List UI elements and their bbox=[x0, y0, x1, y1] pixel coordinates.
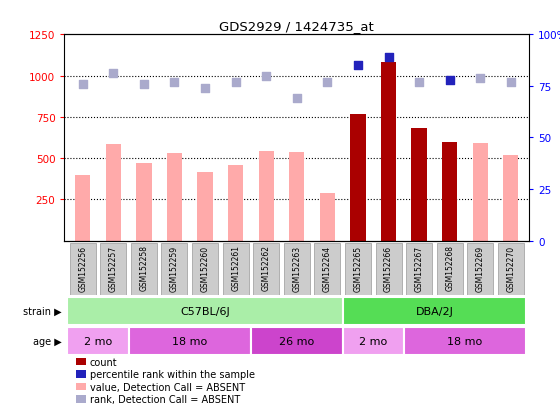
Text: GSM152265: GSM152265 bbox=[353, 245, 362, 291]
Bar bbox=[345, 243, 371, 295]
Text: 2 mo: 2 mo bbox=[359, 336, 388, 346]
Point bbox=[170, 79, 179, 86]
Text: age ▶: age ▶ bbox=[33, 336, 62, 346]
Bar bbox=[503, 155, 519, 241]
Text: GSM152266: GSM152266 bbox=[384, 245, 393, 291]
Bar bbox=[259, 151, 274, 241]
Bar bbox=[67, 297, 343, 325]
Text: GSM152263: GSM152263 bbox=[292, 245, 301, 291]
Text: C57BL/6J: C57BL/6J bbox=[180, 306, 230, 316]
Bar bbox=[498, 243, 524, 295]
Point bbox=[476, 75, 485, 82]
Text: GSM152268: GSM152268 bbox=[445, 245, 454, 291]
Bar bbox=[284, 243, 310, 295]
Bar bbox=[320, 193, 335, 241]
Point bbox=[414, 79, 423, 86]
Text: GSM152258: GSM152258 bbox=[139, 245, 148, 291]
Text: GSM152264: GSM152264 bbox=[323, 245, 332, 291]
Bar bbox=[251, 327, 343, 355]
Bar bbox=[473, 144, 488, 241]
Text: 18 mo: 18 mo bbox=[447, 336, 483, 346]
Bar bbox=[223, 243, 249, 295]
Text: GSM152259: GSM152259 bbox=[170, 245, 179, 291]
Bar bbox=[67, 327, 129, 355]
Bar bbox=[253, 243, 279, 295]
Text: 2 mo: 2 mo bbox=[84, 336, 112, 346]
Bar bbox=[314, 243, 340, 295]
Text: strain ▶: strain ▶ bbox=[23, 306, 62, 316]
Bar bbox=[136, 164, 152, 241]
Bar bbox=[228, 165, 243, 241]
Bar bbox=[376, 243, 402, 295]
Bar bbox=[192, 243, 218, 295]
Text: value, Detection Call = ABSENT: value, Detection Call = ABSENT bbox=[90, 382, 245, 392]
Text: GSM152256: GSM152256 bbox=[78, 245, 87, 291]
Text: GSM152262: GSM152262 bbox=[262, 245, 270, 291]
Point bbox=[78, 81, 87, 88]
Bar bbox=[404, 327, 526, 355]
Point bbox=[139, 81, 148, 88]
Point bbox=[200, 85, 209, 92]
Bar bbox=[70, 243, 96, 295]
Bar bbox=[131, 243, 157, 295]
Text: GSM152270: GSM152270 bbox=[506, 245, 515, 291]
Text: GSM152267: GSM152267 bbox=[414, 245, 423, 291]
Bar bbox=[161, 243, 188, 295]
Bar bbox=[106, 145, 121, 241]
Text: rank, Detection Call = ABSENT: rank, Detection Call = ABSENT bbox=[90, 394, 240, 404]
Point bbox=[109, 71, 118, 78]
Point bbox=[506, 79, 515, 86]
Point bbox=[323, 79, 332, 86]
Bar bbox=[167, 154, 182, 241]
Point bbox=[292, 96, 301, 102]
Bar bbox=[343, 297, 526, 325]
Text: 26 mo: 26 mo bbox=[279, 336, 314, 346]
Point bbox=[231, 79, 240, 86]
Title: GDS2929 / 1424735_at: GDS2929 / 1424735_at bbox=[220, 19, 374, 33]
Bar bbox=[412, 129, 427, 241]
Bar bbox=[351, 114, 366, 241]
Point bbox=[262, 73, 270, 80]
Point bbox=[384, 55, 393, 61]
Text: GSM152269: GSM152269 bbox=[476, 245, 485, 291]
Text: GSM152261: GSM152261 bbox=[231, 245, 240, 291]
Bar bbox=[406, 243, 432, 295]
Text: percentile rank within the sample: percentile rank within the sample bbox=[90, 369, 255, 379]
Text: 18 mo: 18 mo bbox=[172, 336, 207, 346]
Bar bbox=[343, 327, 404, 355]
Text: GSM152260: GSM152260 bbox=[200, 245, 209, 291]
Bar bbox=[129, 327, 251, 355]
Bar bbox=[437, 243, 463, 295]
Bar bbox=[442, 142, 458, 241]
Text: GSM152257: GSM152257 bbox=[109, 245, 118, 291]
Bar bbox=[467, 243, 493, 295]
Bar bbox=[75, 176, 90, 241]
Text: count: count bbox=[90, 357, 117, 367]
Bar bbox=[289, 152, 305, 241]
Bar bbox=[381, 63, 396, 241]
Text: DBA/2J: DBA/2J bbox=[416, 306, 454, 316]
Point bbox=[353, 63, 362, 69]
Bar bbox=[100, 243, 127, 295]
Point bbox=[445, 77, 454, 84]
Bar bbox=[198, 173, 213, 241]
